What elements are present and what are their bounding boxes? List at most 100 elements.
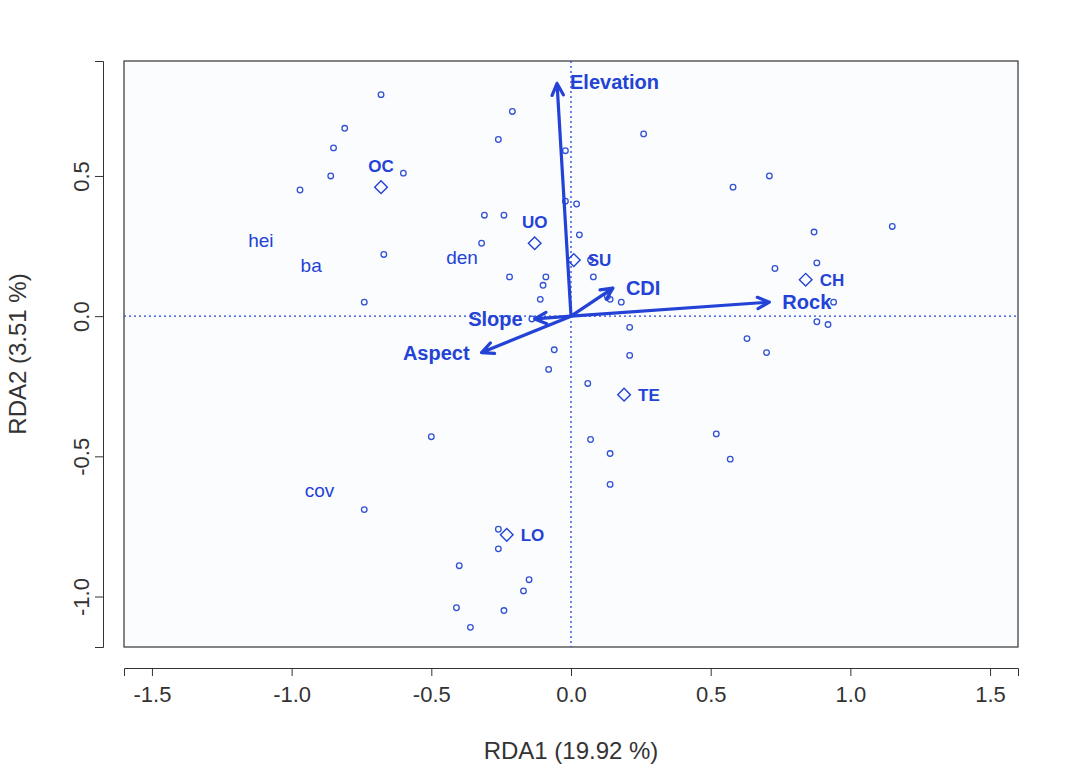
- centroid-point: [528, 237, 541, 250]
- y-tick: -0.5: [69, 438, 103, 476]
- site-point: [588, 437, 594, 443]
- x-tick: 0.0: [556, 668, 587, 707]
- x-tick: -1.5: [133, 668, 171, 707]
- x-tick-label: 1.0: [836, 682, 867, 707]
- y-tick: 0.0: [69, 301, 103, 332]
- y-axis-line: [95, 62, 104, 648]
- site-point: [730, 184, 736, 190]
- reference-line: [570, 61, 571, 647]
- site-point: [814, 260, 820, 266]
- site-point: [510, 109, 516, 115]
- site-point: [831, 299, 837, 305]
- site-point: [361, 507, 367, 513]
- site-point: [331, 145, 337, 151]
- site-point: [618, 299, 624, 305]
- site-point: [574, 201, 580, 207]
- arrow-label: Rock: [782, 291, 832, 313]
- site-point: [381, 252, 387, 258]
- site-point: [767, 173, 773, 179]
- x-tick: -0.5: [413, 668, 451, 707]
- site-point: [591, 274, 597, 280]
- y-tick-mark: [95, 176, 103, 177]
- x-tick-mark: [152, 668, 153, 676]
- site-point: [496, 526, 502, 532]
- species-label: hei: [248, 230, 273, 251]
- x-axis-title: RDA1 (19.92 %): [484, 737, 659, 764]
- site-point: [627, 353, 633, 359]
- y-tick-label: -0.5: [69, 438, 94, 476]
- site-point: [543, 274, 549, 280]
- biplot-arrow: [571, 288, 613, 316]
- x-tick-mark: [711, 668, 712, 676]
- x-tick-label: -0.5: [413, 682, 451, 707]
- site-point: [607, 482, 613, 488]
- site-point: [328, 173, 334, 179]
- centroid-label: SU: [588, 251, 612, 270]
- x-tick-mark: [292, 668, 293, 676]
- centroid-point: [618, 388, 631, 401]
- x-tick-label: -1.5: [133, 682, 171, 707]
- biplot-arrow: [552, 83, 571, 316]
- site-point: [641, 131, 647, 137]
- x-tick-label: 0.0: [556, 682, 587, 707]
- site-point: [585, 381, 591, 387]
- site-point: [429, 434, 435, 440]
- site-point: [361, 299, 367, 305]
- x-tick-label: 0.5: [696, 682, 727, 707]
- centroid-point: [500, 529, 513, 542]
- site-point: [479, 240, 485, 246]
- species-label: den: [446, 247, 478, 268]
- site-point: [713, 431, 719, 437]
- biplot-arrow: [571, 297, 769, 316]
- x-tick-mark: [431, 668, 432, 676]
- centroid-label: LO: [521, 526, 545, 545]
- centroid-point: [375, 181, 388, 194]
- x-tick-mark: [990, 668, 991, 676]
- site-point: [772, 266, 778, 272]
- site-point: [811, 229, 817, 235]
- y-tick-label: 0.0: [69, 301, 94, 332]
- x-tick: -1.0: [273, 668, 311, 707]
- y-tick-label: -1.0: [69, 578, 94, 616]
- x-tick: 0.5: [696, 668, 727, 707]
- y-tick-label: 0.5: [69, 161, 94, 192]
- y-tick-mark: [95, 456, 103, 457]
- plot-frame: [124, 61, 1018, 647]
- site-point: [607, 451, 613, 457]
- site-point: [507, 274, 513, 280]
- species-label: ba: [301, 255, 323, 276]
- arrow-label: CDI: [626, 277, 660, 299]
- arrow-label: Slope: [468, 308, 522, 330]
- site-point: [401, 170, 407, 176]
- plot-area: [124, 61, 1018, 647]
- site-point: [468, 625, 474, 631]
- site-point: [521, 588, 527, 594]
- site-point: [342, 125, 348, 131]
- x-tick-label: -1.0: [273, 682, 311, 707]
- site-point: [456, 563, 462, 569]
- site-point: [546, 367, 552, 373]
- x-tick-mark: [850, 668, 851, 676]
- site-point: [627, 325, 633, 331]
- site-point: [501, 608, 507, 614]
- y-axis-title: RDA2 (3.51 %): [4, 273, 31, 434]
- x-tick: 1.5: [975, 668, 1006, 707]
- site-point: [889, 224, 895, 230]
- site-point: [744, 336, 750, 342]
- y-tick-mark: [95, 316, 103, 317]
- centroid-label: OC: [368, 157, 394, 176]
- chart: -1.5 -1.0 -0.5 0.0 0.5 1.0 1.5 -1.0 -0.5 0.0 0.5 RD…: [0, 0, 1080, 771]
- centroid-point: [799, 273, 812, 286]
- x-tick: 1.0: [836, 668, 867, 707]
- site-point: [454, 605, 460, 611]
- site-point: [496, 137, 502, 143]
- y-axis: -1.0 -0.5 0.0 0.5: [69, 62, 104, 648]
- arrow-label: Elevation: [570, 71, 659, 93]
- labels: OCUOSUCHTELOheibadencovElevationRockCDIS…: [248, 71, 844, 544]
- site-point: [496, 546, 502, 552]
- site-point: [501, 212, 507, 218]
- x-axis: -1.5 -1.0 -0.5 0.0 0.5 1.0 1.5: [125, 668, 1019, 707]
- y-tick: 0.5: [69, 161, 103, 192]
- centroid-label: CH: [820, 271, 845, 290]
- site-point: [814, 319, 820, 325]
